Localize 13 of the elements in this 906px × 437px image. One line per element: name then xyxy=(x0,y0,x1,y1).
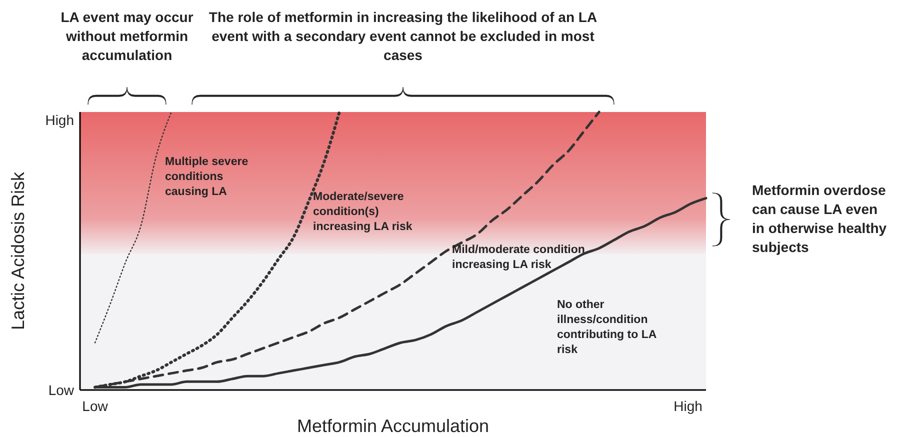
series-label: Moderate/severe condition(s) increasing LA risk xyxy=(313,191,413,233)
text: No other illness/condition contributing to LA risk xyxy=(557,299,657,356)
text: The role of metformin in increasing the likelihood of an LA event with a secondary event cannot be excluded in most cases xyxy=(208,9,598,63)
text: Low xyxy=(48,382,75,398)
y-axis-title: Lactic Acidosis Risk xyxy=(8,170,28,330)
x-axis-title: Metformin Accumulation xyxy=(296,416,490,436)
series-label: Multiple severe conditions causing LA xyxy=(165,156,248,198)
text: High xyxy=(674,398,702,414)
text: Low xyxy=(82,398,109,414)
text: Metformin overdose can cause LA even in otherwise healthy subjects xyxy=(752,182,887,255)
series-label: Mild/moderate condition increasing LA risk xyxy=(452,244,585,271)
text: High xyxy=(45,112,74,128)
text: LA event may occur without metformin accumulation xyxy=(60,9,194,63)
